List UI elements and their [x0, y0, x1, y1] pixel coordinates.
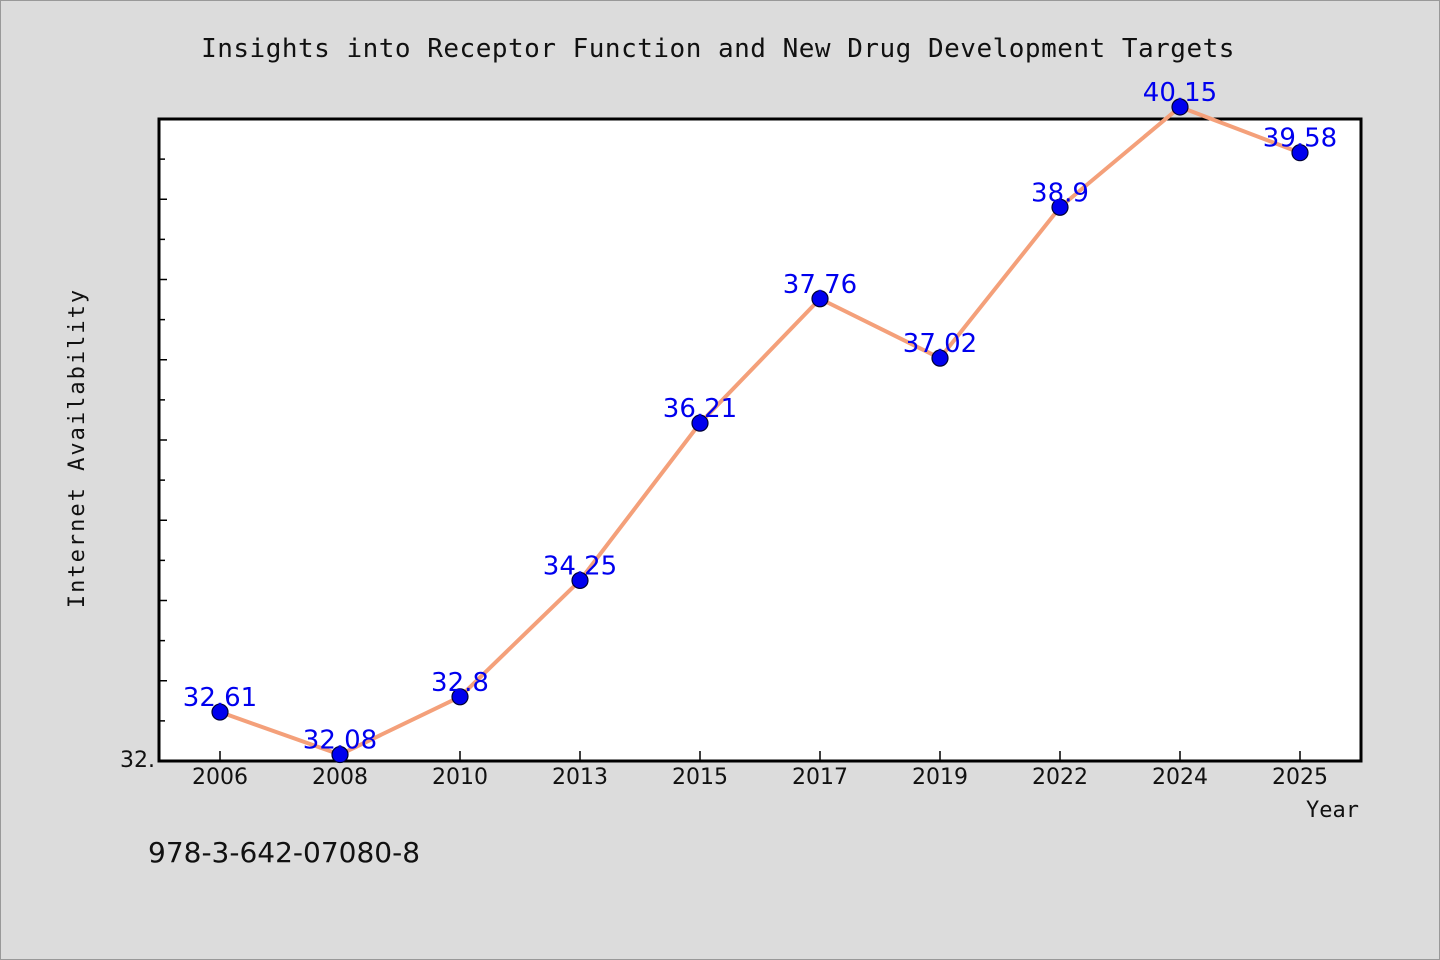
x-tick-label: 2019: [912, 765, 968, 790]
x-tick-label: 2008: [312, 765, 368, 790]
data-point: [451, 688, 469, 706]
x-axis-title: Year: [1306, 798, 1359, 823]
data-point: [811, 290, 829, 308]
x-tick-label: 2025: [1272, 765, 1328, 790]
data-label: 39.58: [1263, 124, 1337, 154]
y-axis-title: Internet Availability: [65, 288, 90, 608]
data-label: 32.08: [303, 726, 377, 756]
isbn-footer: 978-3-642-07080-8: [148, 836, 421, 869]
data-label: 38.9: [1031, 178, 1089, 208]
data-label: 37.02: [903, 329, 977, 359]
x-tick-label: 2022: [1032, 765, 1088, 790]
y-tick-label: 32.: [120, 748, 155, 773]
x-tick-label: 2010: [432, 765, 488, 790]
plot-layer: 32. 2006 2008 2010 2013 2015 2017 2019 2022 2024 2…: [65, 78, 1363, 823]
data-point: [211, 703, 229, 721]
data-label: 40.15: [1143, 78, 1217, 108]
data-point: [1051, 198, 1069, 216]
series-line: [218, 104, 1302, 757]
data-point: [691, 414, 709, 432]
data-label: 34.25: [543, 551, 617, 581]
x-tick-label: 2024: [1152, 765, 1208, 790]
plot-area: [159, 119, 1361, 761]
data-label: 36.21: [663, 394, 737, 424]
x-tick-label: 2017: [792, 765, 848, 790]
data-point: [571, 571, 589, 590]
data-point: [331, 745, 349, 764]
data-point: [1291, 144, 1309, 162]
x-tick-label: 2006: [192, 765, 248, 790]
data-label: 32.8: [431, 668, 489, 698]
data-label: 32.61: [183, 683, 257, 713]
data-label: 37.76: [783, 270, 857, 300]
data-point: [1171, 98, 1189, 116]
x-tick-label: 2013: [552, 765, 608, 790]
chart-title: Insights into Receptor Function and New …: [201, 34, 1235, 64]
data-point: [931, 349, 949, 367]
x-tick-label: 2015: [672, 765, 728, 790]
